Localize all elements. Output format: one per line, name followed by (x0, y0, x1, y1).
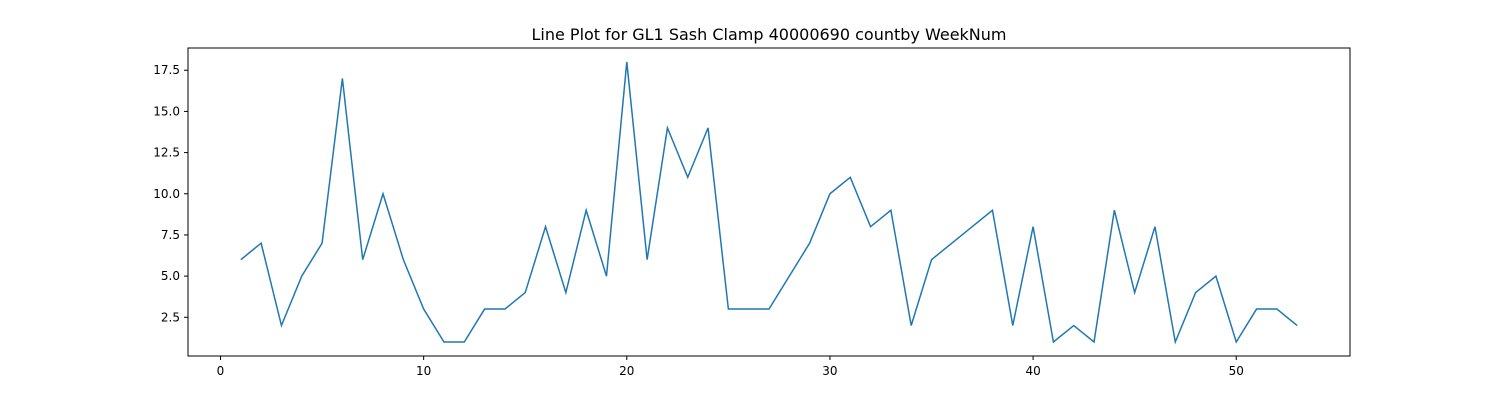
y-tick-label: 15.0 (153, 104, 180, 118)
plot-frame (187, 47, 1351, 357)
x-tick-label: 50 (1229, 364, 1244, 378)
x-tick-label: 30 (822, 364, 837, 378)
y-tick-label: 17.5 (153, 63, 180, 77)
chart-title: Line Plot for GL1 Sash Clamp 40000690 co… (531, 25, 1006, 44)
plot-area (240, 61, 1298, 345)
x-tick-label: 20 (619, 364, 634, 378)
x-tick-label: 10 (416, 364, 431, 378)
y-tick-label: 12.5 (153, 146, 180, 160)
y-tick-label: 2.5 (161, 310, 180, 324)
y-tick-label: 10.0 (153, 187, 180, 201)
x-axis: 0 10 20 30 40 50 (217, 356, 1244, 378)
y-axis: 2.5 5.0 7.5 10.0 12.5 15.0 17.5 (153, 63, 188, 324)
x-tick-label: 40 (1025, 364, 1040, 378)
x-tick-label: 0 (217, 364, 225, 378)
y-tick-label: 5.0 (161, 269, 180, 283)
y-tick-label: 7.5 (161, 228, 180, 242)
series-line-0 (240, 61, 1298, 345)
